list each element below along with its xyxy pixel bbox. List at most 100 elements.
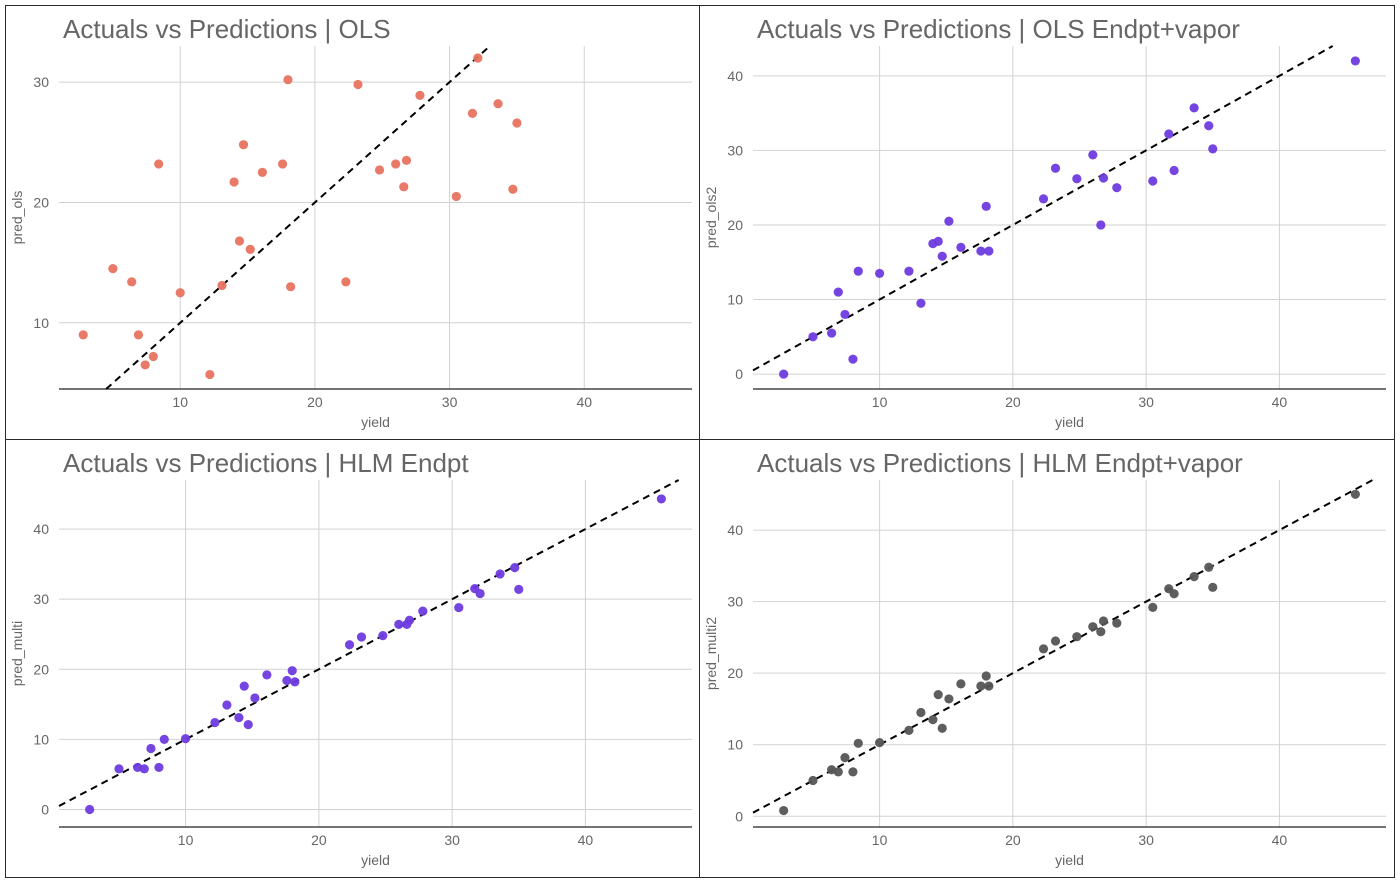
data-point: [1208, 582, 1218, 592]
x-axis-label: yield: [361, 414, 390, 430]
data-point: [510, 563, 520, 573]
data-point: [475, 588, 485, 599]
data-point: [148, 351, 158, 362]
x-tick-label: 30: [1138, 394, 1154, 410]
data-point: [833, 767, 843, 777]
y-tick-label: 10: [33, 731, 49, 747]
y-axis-label: pred_multi2: [703, 617, 719, 690]
data-point: [1204, 121, 1214, 131]
x-tick-label: 30: [1138, 832, 1154, 848]
data-point: [127, 277, 137, 287]
y-tick-label: 0: [735, 366, 743, 382]
scatter-plot: 10 20 30 40 0 10 20 30 40 yield pred_ols2: [703, 45, 1386, 430]
data-point: [904, 725, 914, 736]
data-point: [976, 246, 986, 256]
data-point: [916, 298, 926, 308]
data-point: [290, 677, 300, 687]
data-point: [779, 369, 789, 379]
data-point: [250, 693, 260, 703]
x-tick-label: 20: [1005, 832, 1021, 848]
data-point: [467, 108, 478, 118]
data-point: [928, 715, 938, 725]
x-axis-label: yield: [1055, 852, 1084, 868]
chart-panel-hlm-endpt-vapor: Actuals vs Predictions | HLM Endpt+vapor…: [699, 439, 1395, 878]
data-point: [512, 118, 522, 128]
chart-title: Actuals vs Predictions | HLM Endpt: [63, 448, 469, 478]
data-point: [956, 679, 966, 689]
data-point: [1204, 562, 1214, 572]
y-tick-label: 20: [727, 217, 743, 233]
data-point: [286, 282, 296, 292]
y-tick-label: 10: [727, 292, 743, 308]
y-tick-label: 30: [727, 594, 743, 610]
data-point: [933, 236, 943, 246]
data-point: [243, 720, 253, 730]
data-point: [1088, 622, 1098, 632]
x-tick-label: 10: [872, 394, 888, 410]
data-point: [394, 619, 404, 630]
data-point: [234, 236, 245, 246]
x-tick-label: 40: [576, 394, 592, 410]
data-point: [234, 713, 244, 723]
x-tick-label: 20: [1005, 394, 1021, 410]
x-tick-label: 10: [178, 832, 194, 848]
data-point: [1050, 636, 1061, 646]
data-point: [981, 671, 991, 681]
x-tick-label: 10: [172, 394, 188, 410]
data-point: [205, 369, 215, 380]
chart-panel-ols-endpt-vapor: Actuals vs Predictions | OLS Endpt+vapor…: [699, 5, 1395, 440]
reference-line: [58, 479, 680, 807]
data-point: [875, 268, 885, 279]
data-point: [1096, 627, 1106, 637]
data-point: [283, 75, 293, 85]
y-tick-label: 30: [727, 142, 743, 158]
data-point: [1050, 163, 1061, 173]
data-point: [154, 762, 164, 773]
x-tick-label: 10: [872, 832, 888, 848]
data-point: [933, 690, 943, 700]
data-point: [1098, 616, 1109, 626]
y-tick-label: 40: [33, 521, 49, 537]
data-point: [984, 681, 994, 691]
data-point: [85, 804, 95, 815]
y-tick-label: 30: [33, 74, 49, 90]
data-point: [808, 332, 818, 342]
data-point: [1072, 174, 1082, 184]
data-point: [779, 805, 789, 816]
data-point: [656, 494, 666, 504]
data-point: [140, 360, 150, 370]
x-tick-label: 30: [444, 832, 460, 848]
chart-title: Actuals vs Predictions | HLM Endpt+vapor: [757, 448, 1243, 478]
data-point: [840, 753, 850, 763]
y-tick-label: 0: [41, 801, 49, 817]
x-axis-label: yield: [361, 852, 390, 868]
data-point: [1189, 571, 1199, 582]
data-point: [473, 53, 483, 63]
reference-line: [105, 45, 491, 390]
data-point: [356, 632, 367, 642]
y-tick-label: 40: [727, 68, 743, 84]
data-point: [238, 140, 249, 150]
data-point: [1072, 632, 1082, 642]
data-point: [1038, 194, 1049, 204]
data-point: [341, 277, 351, 287]
data-point: [1038, 644, 1049, 654]
data-point: [1112, 183, 1122, 193]
x-axis-label: yield: [1055, 414, 1084, 430]
data-point: [217, 280, 227, 291]
data-point: [1096, 220, 1106, 230]
data-point: [159, 734, 169, 744]
data-point: [1350, 56, 1360, 66]
data-point: [454, 602, 464, 613]
y-tick-label: 30: [33, 591, 49, 607]
data-point: [984, 246, 994, 256]
data-point: [146, 743, 156, 754]
data-point: [937, 723, 947, 733]
data-point: [1164, 129, 1174, 139]
data-point: [139, 764, 149, 774]
data-point: [493, 99, 503, 109]
data-point: [1208, 144, 1218, 154]
x-tick-label: 30: [442, 394, 458, 410]
data-point: [976, 681, 986, 691]
data-point: [154, 159, 164, 169]
